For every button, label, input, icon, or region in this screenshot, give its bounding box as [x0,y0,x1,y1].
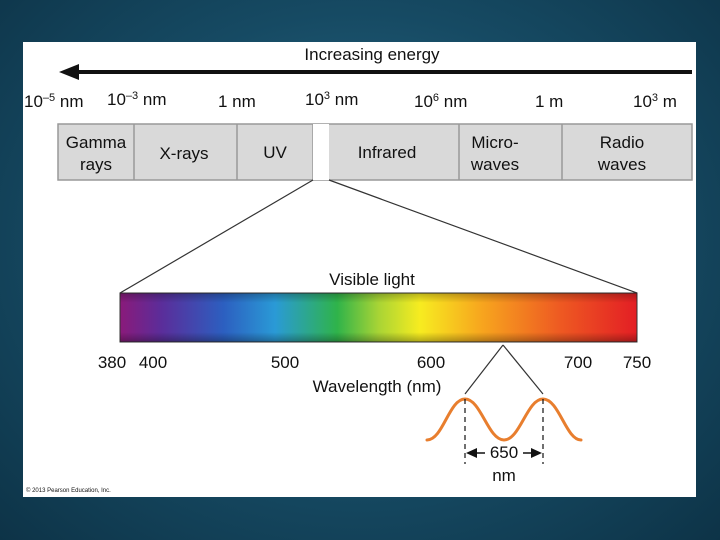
wavelength-guides [464,399,544,464]
scale-label-1e3-nm: 103 nm [305,90,358,109]
wave-zoom-line-left [464,344,504,395]
wave-650nm [425,397,583,442]
arrow-head [59,64,79,80]
measure-arrowhead-right [531,448,542,458]
band-radio-waves: Radio waves [597,133,646,174]
spectrum-diagram: Increasing energy 10–5 nm 10–3 nm 1 nm 1… [24,45,693,494]
visible-light-title: Visible light [329,270,415,289]
scale-label-1e-3-nm: 10–3 nm [107,90,167,109]
band-bar-background [57,123,693,181]
tick-label-750: 750 [623,353,651,372]
band-microwaves: Micro-waves [470,133,519,174]
scale-label-1-m: 1 m [535,92,563,111]
tick-label-600: 600 [417,353,445,372]
tick-label-380: 380 [98,353,126,372]
energy-arrow [59,64,692,80]
spectrum-shade [120,293,637,342]
wave-length-unit: nm [492,466,516,485]
zoom-lines [119,179,638,294]
scale-labels: 10–5 nm 10–3 nm 1 nm 103 nm 106 nm 1 m 1… [24,90,677,111]
wave-zoom-line-right [502,344,544,395]
measure-arrowhead-left [466,448,477,458]
tick-label-400: 400 [139,353,167,372]
zoom-line-right [328,179,638,294]
tick-label-700: 700 [564,353,592,372]
wavelength-measure: 650 nm [466,443,542,485]
zoom-line-left [119,179,314,294]
wavelength-axis-label: Wavelength (nm) [313,377,442,396]
wave-length-value: 650 [490,443,518,462]
band-infrared: Infrared [358,143,417,162]
slide-canvas: Increasing energy 10–5 nm 10–3 nm 1 nm 1… [23,42,696,497]
copyright-text: © 2013 Pearson Education, Inc. [26,487,111,494]
wave-zoom-lines [464,344,544,395]
scale-label-1e6-nm: 106 nm [414,92,467,111]
scale-label-1e-5-nm: 10–5 nm [24,92,84,111]
band-x-rays: X-rays [159,144,208,163]
scale-label-1-nm: 1 nm [218,92,256,111]
band-gamma-rays: Gamma rays [66,133,127,174]
tick-label-500: 500 [271,353,299,372]
visible-spectrum [119,292,638,343]
band-uv: UV [263,143,287,162]
energy-title: Increasing energy [304,45,440,64]
em-band-bar: Gamma rays X-rays UV Infrared Micro-waves… [57,123,693,181]
scale-label-1e3-m: 103 m [633,92,677,111]
visible-slot [313,124,329,180]
visible-ticks: 380 400 500 600 700 750 [98,353,651,372]
